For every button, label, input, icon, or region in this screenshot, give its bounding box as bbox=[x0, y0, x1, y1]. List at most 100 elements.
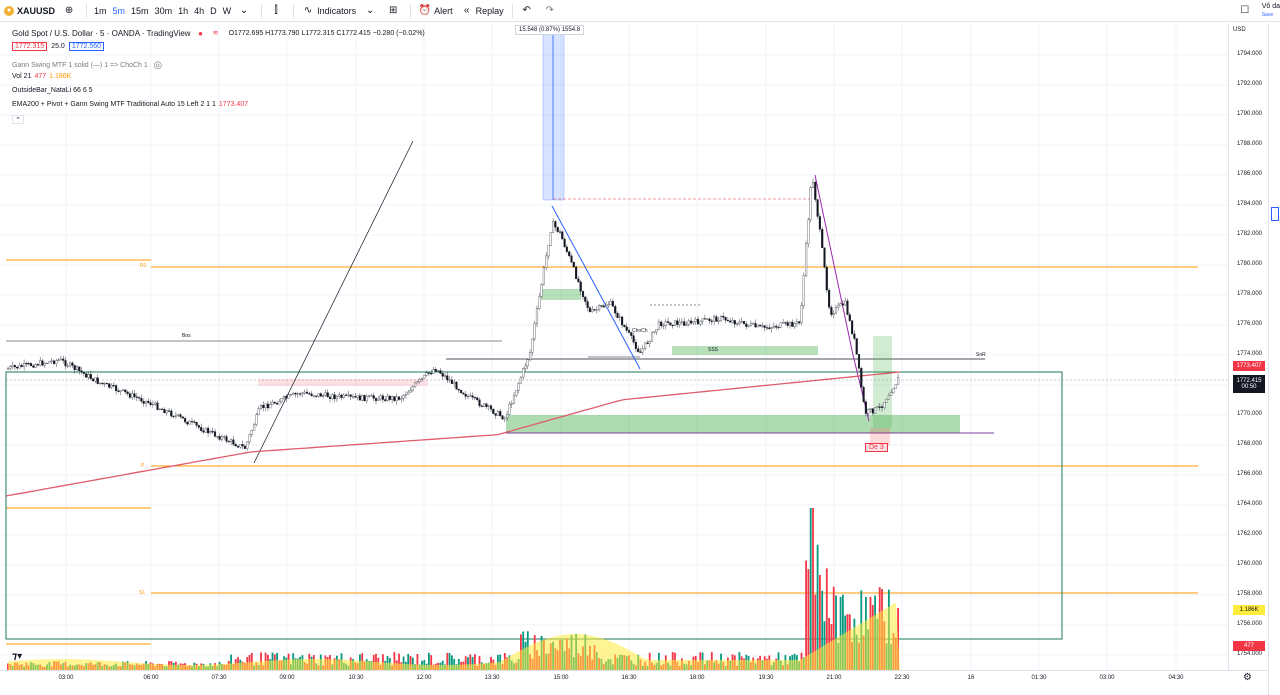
candle-body bbox=[763, 325, 766, 328]
buy-price[interactable]: 1772.560 bbox=[68, 42, 105, 51]
gann-swing-legend: Gann Swing MTF 1 solid (—) 1 => ChoCh 1 bbox=[12, 61, 148, 69]
candle-body bbox=[80, 370, 83, 373]
sell-price[interactable]: 1772.315 bbox=[12, 42, 48, 51]
candle-body bbox=[303, 391, 306, 394]
candle-body bbox=[262, 405, 265, 408]
candle-body bbox=[871, 408, 874, 414]
candle-body bbox=[365, 396, 368, 402]
trend-line bbox=[253, 140, 414, 464]
price-chart[interactable] bbox=[0, 23, 1228, 670]
time-axis[interactable]: 03:00 06:00 07:30 09:00 10:30 12:00 13:30 15:00… bbox=[0, 670, 1268, 695]
current-price: 1772.415 bbox=[1236, 378, 1262, 384]
interval-4h[interactable]: 4h bbox=[194, 5, 205, 16]
chevron-down-icon: ⌄ bbox=[365, 5, 375, 16]
chart-pane[interactable]: Gold Spot / U.S. Dollar · 5 · OANDA · Tr… bbox=[0, 23, 1228, 670]
eye-off-icon[interactable]: ◎ bbox=[153, 59, 163, 71]
chart-title: Gold Spot / U.S. Dollar · 5 · OANDA · Tr… bbox=[12, 28, 191, 38]
interval-D[interactable]: D bbox=[210, 5, 217, 16]
volume-bar bbox=[409, 655, 412, 670]
candle-body bbox=[218, 436, 221, 440]
alert-button[interactable]: ⏰ Alert bbox=[415, 0, 457, 22]
chevron-up-icon[interactable]: ⌃ bbox=[12, 115, 24, 124]
compare-button[interactable]: ⊕ bbox=[59, 0, 82, 22]
legend-vol: Vol 21 477 1.186K bbox=[12, 73, 71, 80]
ema-value: 1773.407 bbox=[218, 101, 249, 108]
legend-ind-gann: Gann Swing MTF 1 solid (—) 1 => ChoCh 1 … bbox=[12, 59, 167, 71]
indicators-button[interactable]: ∿ Indicators bbox=[298, 0, 360, 22]
supply-zone bbox=[258, 379, 428, 386]
symbol-search-button[interactable]: ● XAUUSD bbox=[0, 0, 59, 22]
pivot-label: P bbox=[141, 463, 145, 469]
candles-icon: ⫿ bbox=[274, 5, 278, 16]
candle-body bbox=[768, 327, 771, 329]
candle-body bbox=[786, 322, 789, 326]
redo-button[interactable]: ↷ bbox=[540, 0, 563, 22]
watchlist-icon[interactable] bbox=[1271, 207, 1279, 221]
price-tick: 1788.000 bbox=[1236, 141, 1262, 147]
price-tick: 1754.000 bbox=[1236, 651, 1262, 657]
price-tick: 1758.000 bbox=[1236, 591, 1262, 597]
candle-body bbox=[280, 398, 283, 402]
candle-body bbox=[239, 444, 242, 448]
undo-button[interactable]: ↶ bbox=[517, 0, 540, 22]
interval-W[interactable]: W bbox=[222, 5, 232, 16]
candle-body bbox=[234, 444, 237, 447]
layout-button[interactable]: ⊞ bbox=[383, 0, 406, 22]
candle-body bbox=[476, 397, 479, 400]
candle-body bbox=[775, 325, 778, 328]
interval-15m[interactable]: 15m bbox=[131, 5, 149, 16]
candle-body bbox=[570, 255, 573, 263]
candle-body bbox=[432, 369, 435, 374]
legend-collapse: ⌃ bbox=[12, 115, 27, 124]
candle-body bbox=[878, 406, 881, 408]
candle-body bbox=[52, 360, 56, 364]
candle-body bbox=[66, 365, 69, 367]
candle-body bbox=[335, 396, 338, 400]
time-tick: 03:00 bbox=[1099, 675, 1115, 681]
candle-body bbox=[34, 364, 37, 368]
candle-body bbox=[600, 305, 603, 307]
candle-body bbox=[837, 304, 840, 308]
interval-dropdown-button[interactable]: ⌄ bbox=[234, 0, 257, 22]
snr-label: SnR bbox=[976, 352, 986, 358]
grid-icon: ⊞ bbox=[388, 5, 398, 16]
axis-settings-button[interactable]: ⚙ bbox=[1243, 672, 1252, 683]
candle-body bbox=[220, 436, 223, 440]
volume-bar bbox=[805, 560, 807, 670]
candle-body bbox=[397, 396, 401, 400]
interval-1h[interactable]: 1h bbox=[178, 5, 189, 16]
candle-body bbox=[257, 408, 260, 415]
candle-body bbox=[710, 320, 713, 322]
order-block bbox=[873, 336, 892, 428]
candle-body bbox=[351, 396, 355, 398]
account-menu[interactable]: Vô da Save bbox=[1258, 0, 1280, 22]
candle-body bbox=[542, 267, 545, 285]
candle-body bbox=[517, 382, 520, 391]
candle-body bbox=[851, 320, 854, 335]
candle-body bbox=[377, 398, 380, 401]
price-axis[interactable]: USD 1794.000 1792.000 1790.000 1788.000 1786… bbox=[1228, 23, 1268, 670]
replay-button[interactable]: « Replay bbox=[457, 0, 508, 22]
price-tick: 1766.000 bbox=[1236, 471, 1262, 477]
indicator-templates-button[interactable]: ⌄ bbox=[360, 0, 383, 22]
candle-body bbox=[483, 403, 486, 407]
chart-type-button[interactable]: ⫿ bbox=[266, 0, 289, 22]
candle-body bbox=[282, 396, 286, 399]
currency-label[interactable]: USD bbox=[1233, 27, 1246, 33]
interval-5m[interactable]: 5m bbox=[112, 5, 126, 16]
candle-body bbox=[271, 402, 274, 405]
candle-body bbox=[202, 430, 205, 433]
candle-body bbox=[437, 370, 440, 372]
candle-body bbox=[23, 363, 26, 367]
candle-body bbox=[299, 393, 302, 395]
candle-body bbox=[25, 363, 28, 365]
interval-1m[interactable]: 1m bbox=[94, 5, 107, 16]
interval-30m[interactable]: 30m bbox=[154, 5, 173, 16]
candle-body bbox=[802, 275, 805, 307]
candle-body bbox=[273, 402, 276, 404]
candle-body bbox=[374, 398, 378, 401]
candle-body bbox=[752, 323, 755, 325]
candle-body bbox=[324, 392, 327, 396]
fullscreen-button[interactable]: ☐ bbox=[1235, 0, 1258, 22]
candle-body bbox=[621, 316, 624, 326]
